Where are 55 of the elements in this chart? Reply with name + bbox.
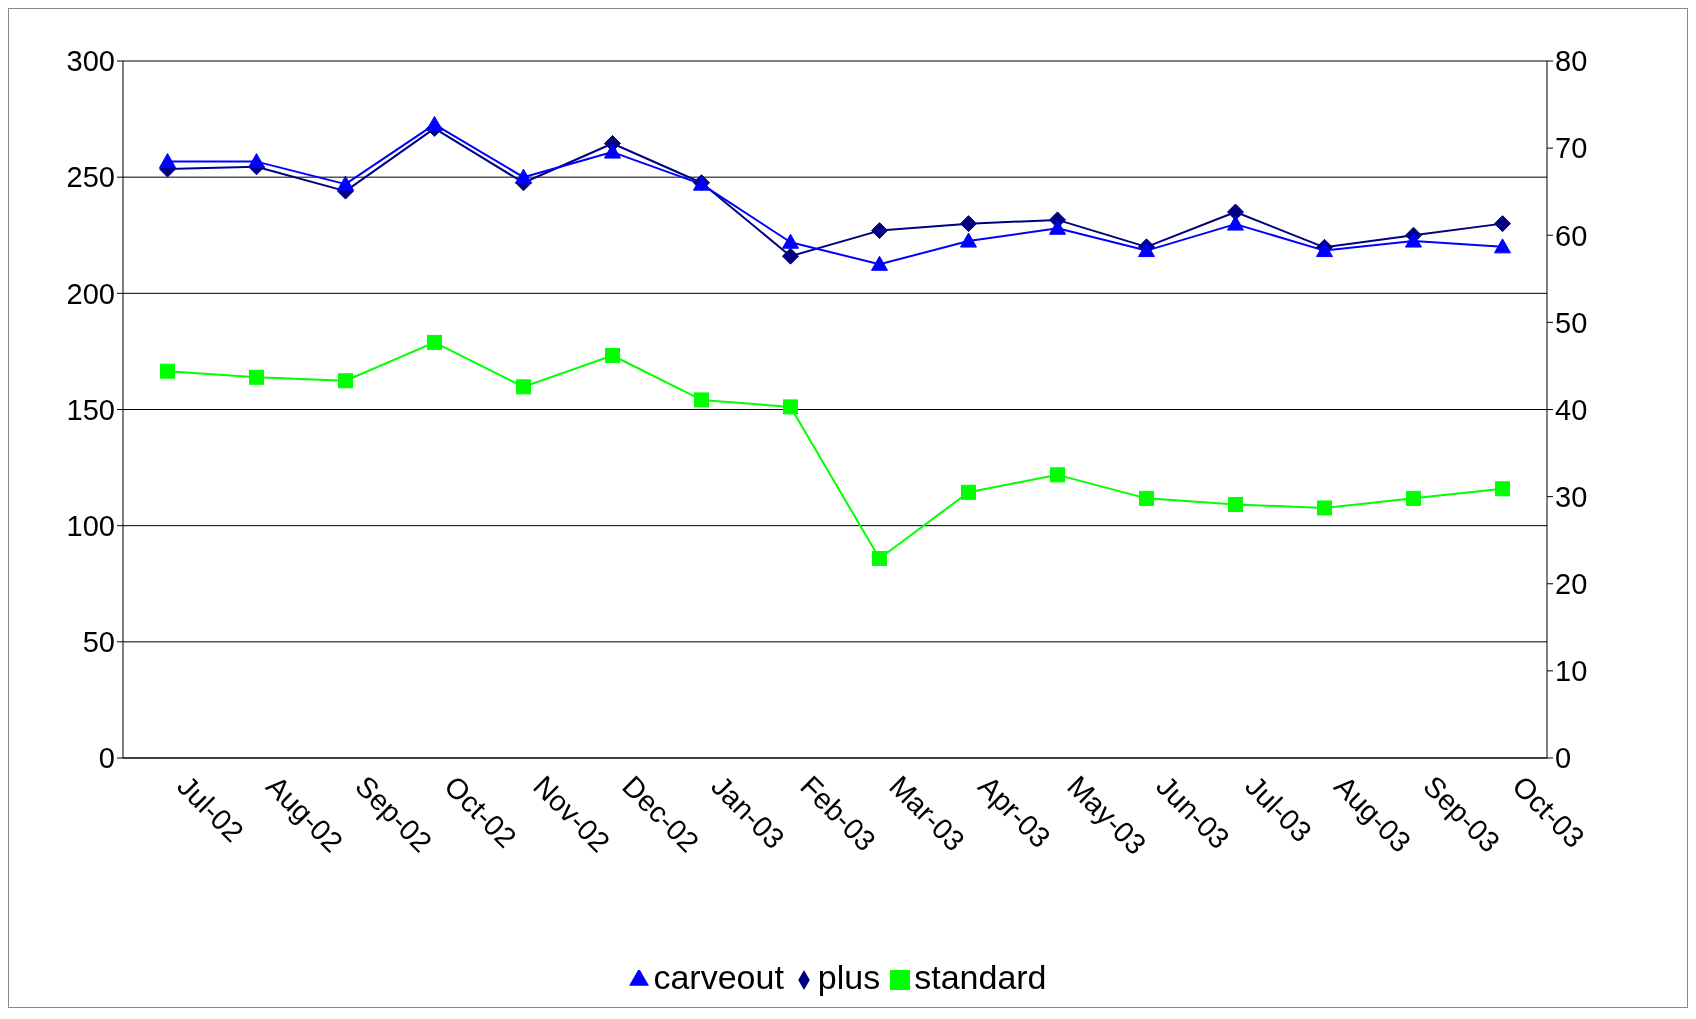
point — [159, 153, 176, 169]
point — [249, 369, 264, 385]
y-tick-label: 0 — [98, 742, 115, 775]
y2-tick-label: 40 — [1555, 393, 1588, 426]
legend-label: plus — [817, 958, 881, 996]
y2-tick-label: 50 — [1555, 306, 1588, 339]
point — [783, 399, 798, 415]
y-tick-label: 200 — [66, 277, 115, 310]
y2-tick-label: 30 — [1555, 480, 1588, 513]
point — [960, 215, 977, 233]
point — [426, 115, 443, 131]
y2-tick-label: 60 — [1555, 219, 1588, 252]
point — [782, 247, 799, 265]
point — [871, 255, 888, 271]
point — [1317, 500, 1332, 516]
y2-tick-label: 80 — [1555, 45, 1588, 78]
y2-tick-label: 20 — [1555, 568, 1588, 601]
point — [337, 175, 354, 191]
point — [1495, 481, 1510, 497]
point — [516, 379, 531, 395]
y2-tick-label: 70 — [1555, 132, 1588, 165]
point — [160, 363, 175, 379]
y2-tick-label: 0 — [1555, 742, 1572, 775]
point — [604, 143, 621, 159]
point — [694, 392, 709, 408]
point — [1139, 490, 1154, 506]
point — [1316, 242, 1333, 258]
point — [782, 233, 799, 249]
point — [960, 232, 977, 248]
point — [1406, 490, 1421, 506]
point — [872, 550, 887, 566]
y-tick-label: 250 — [66, 161, 115, 194]
y-tick-label: 50 — [82, 626, 115, 659]
y-tick-label: 100 — [66, 509, 115, 542]
legend-label: carveout — [653, 958, 784, 996]
point — [1494, 215, 1511, 233]
point — [338, 373, 353, 389]
point — [1405, 232, 1422, 248]
point — [427, 334, 442, 350]
point — [1049, 219, 1066, 235]
point — [248, 153, 265, 169]
point — [1494, 238, 1511, 254]
point — [1227, 215, 1244, 231]
point — [1050, 467, 1065, 483]
point — [605, 347, 620, 363]
point — [515, 168, 532, 184]
legend-label: standard — [914, 958, 1047, 996]
y-tick-label: 150 — [66, 393, 115, 426]
y2-tick-label: 10 — [1555, 655, 1588, 688]
point — [961, 484, 976, 500]
point — [871, 222, 888, 240]
point — [1138, 242, 1155, 258]
y-tick-label: 300 — [66, 45, 115, 78]
point — [1228, 496, 1243, 512]
point — [1227, 203, 1244, 221]
